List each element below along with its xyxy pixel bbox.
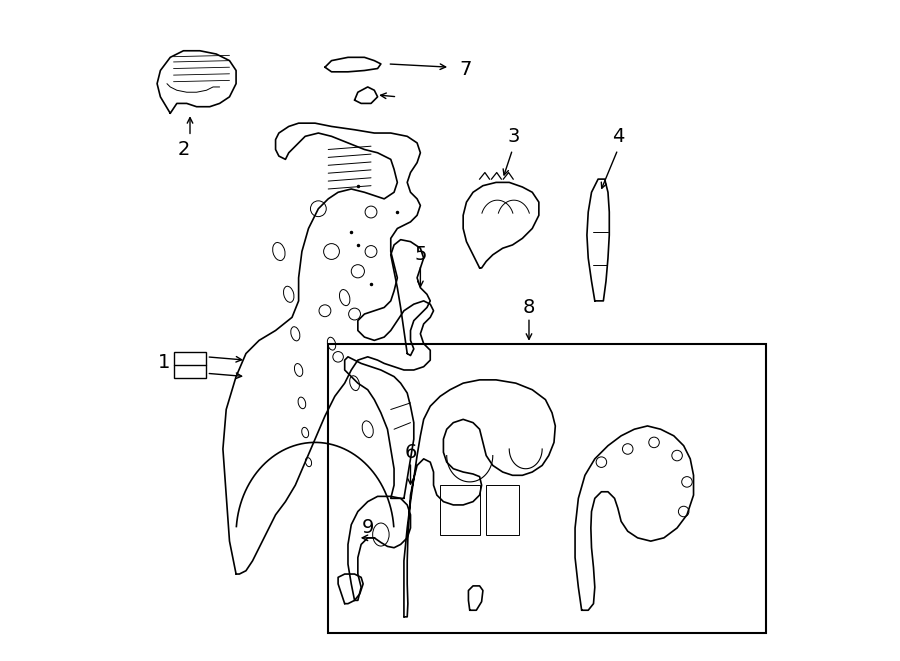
Bar	[486, 485, 519, 535]
Text: 2: 2	[177, 140, 190, 159]
Bar	[174, 352, 206, 378]
Text: 6: 6	[404, 443, 417, 462]
Text: 3: 3	[508, 127, 520, 146]
Text: 7: 7	[460, 59, 473, 79]
Text: 8: 8	[523, 298, 536, 317]
Text: 4: 4	[612, 127, 625, 146]
Bar	[328, 344, 766, 633]
Text: 9: 9	[362, 518, 374, 537]
Text: 1: 1	[158, 352, 170, 371]
Text: 5: 5	[414, 245, 427, 264]
Bar	[440, 485, 480, 535]
